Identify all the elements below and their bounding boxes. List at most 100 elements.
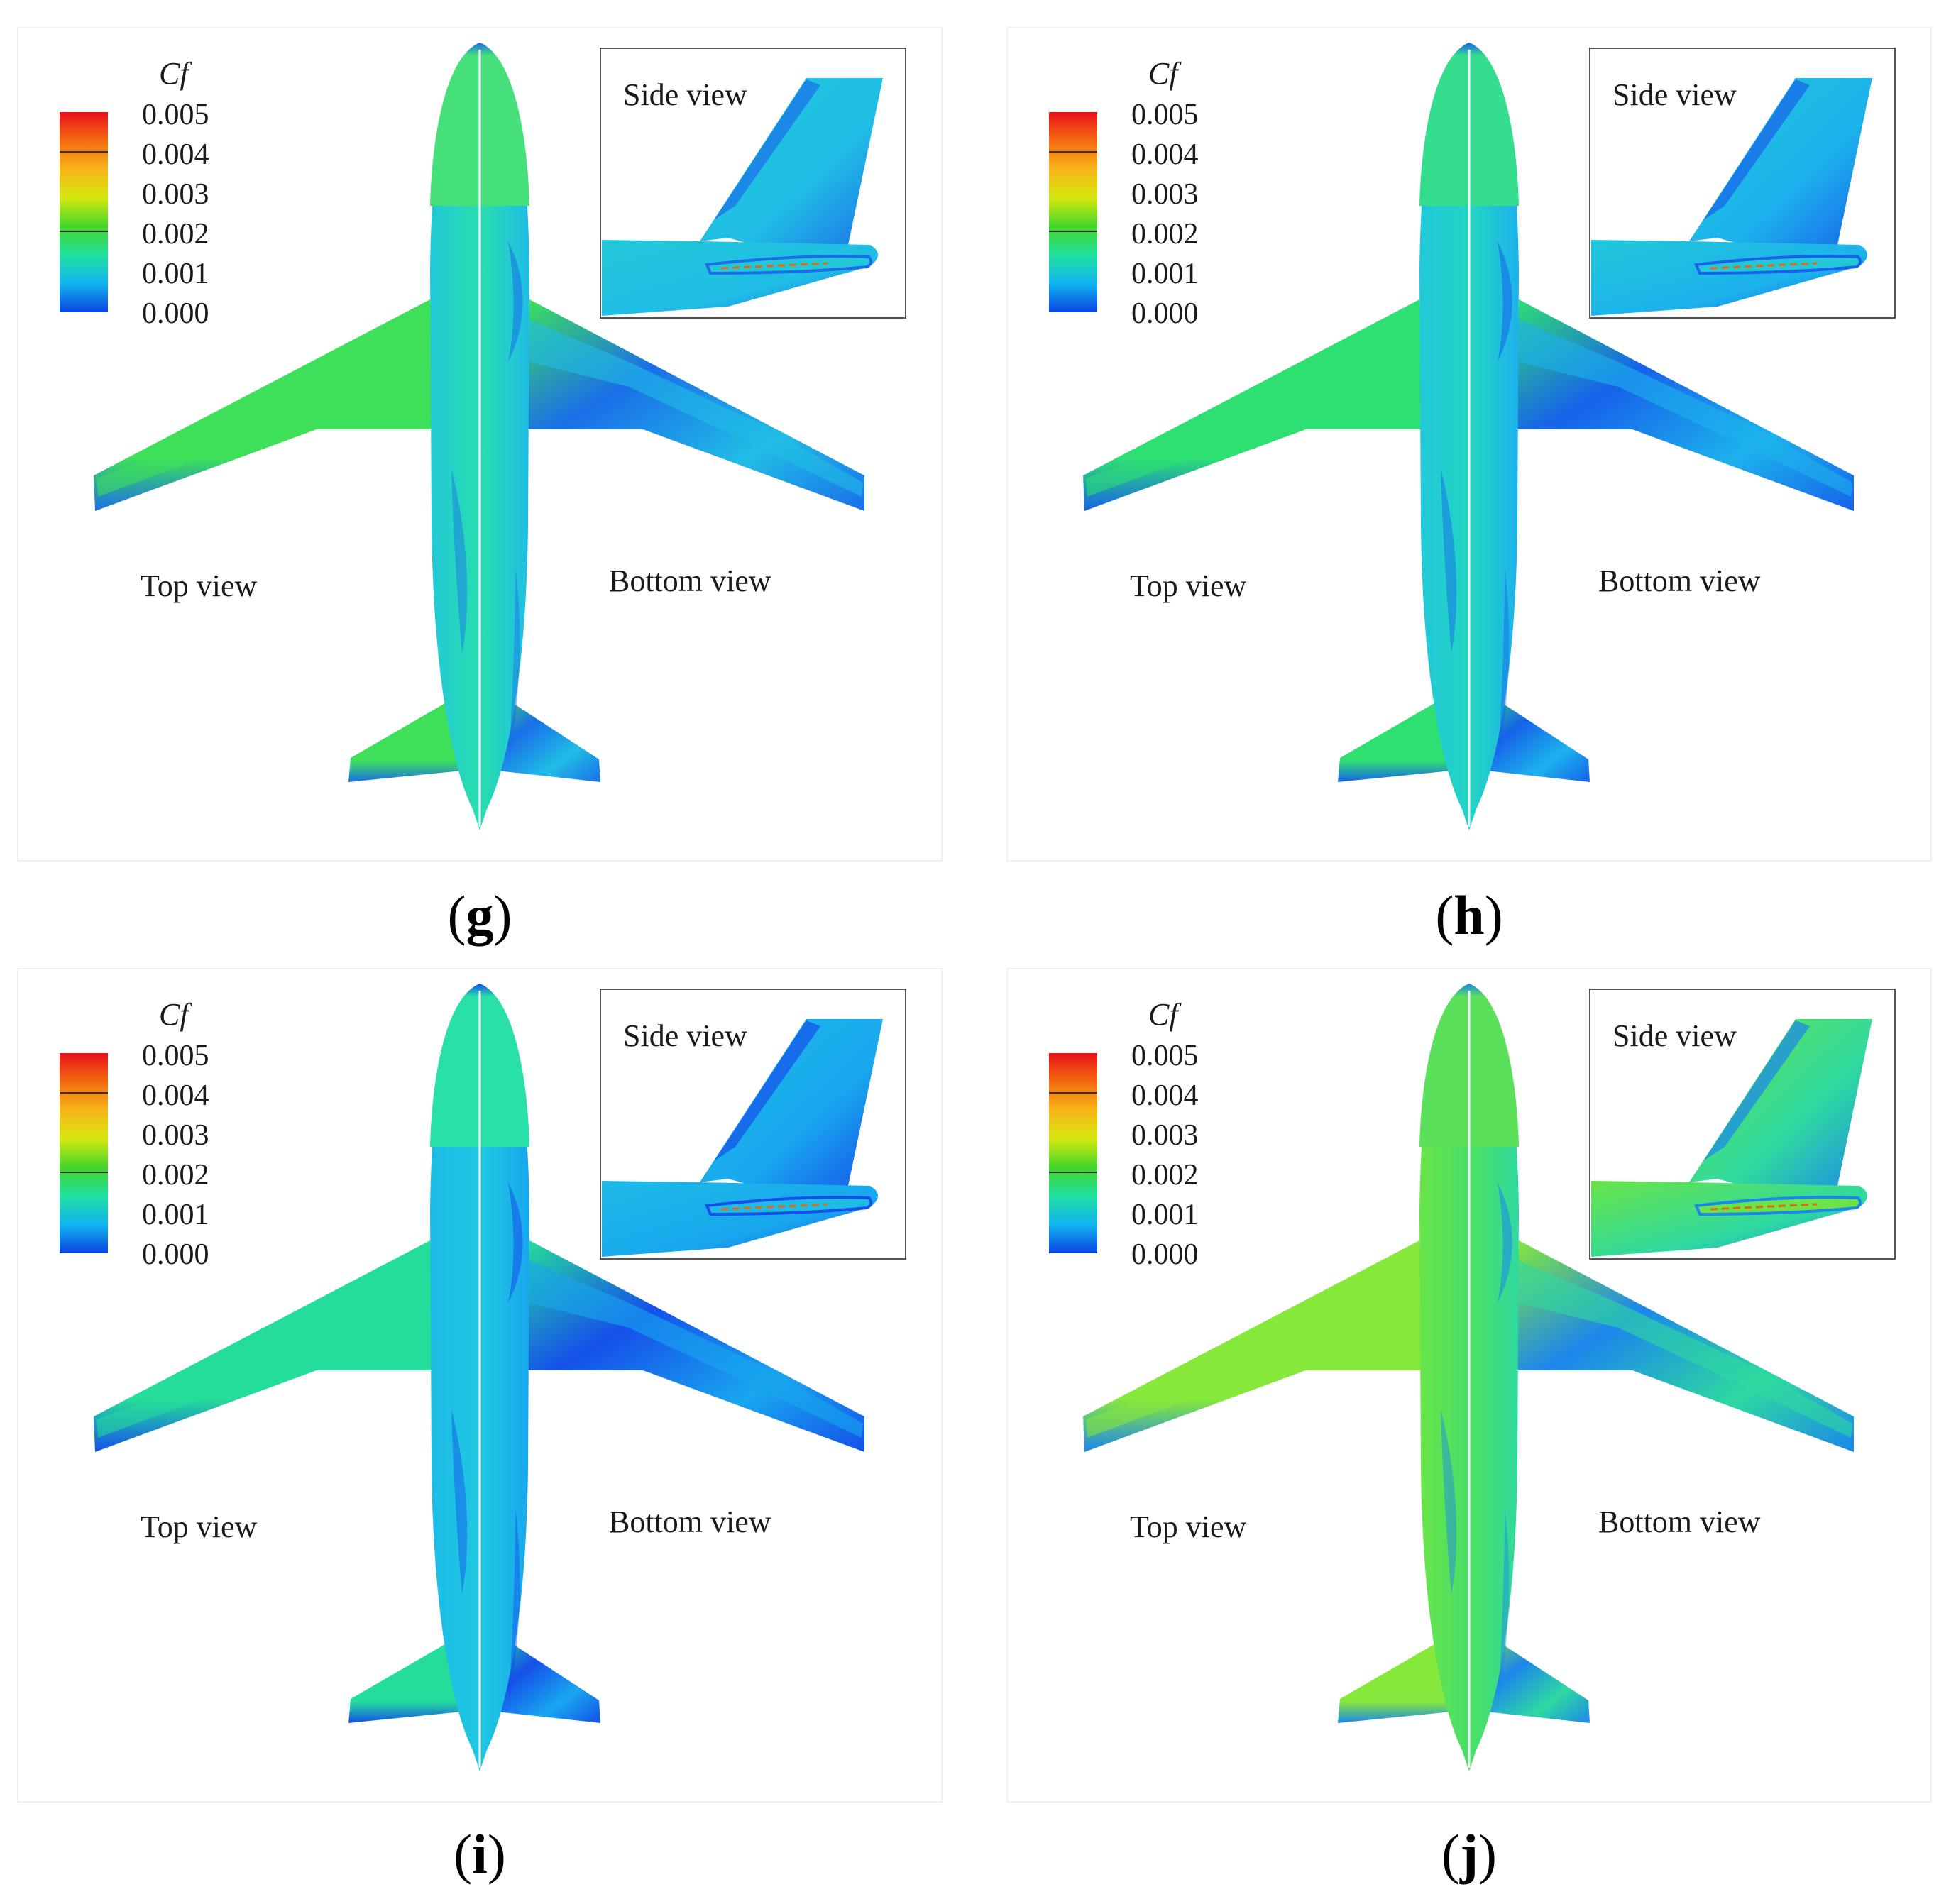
- panel-g-plot: Cf 0.005 0.004 0.003 0.002 0.001 0.000 Side vie…: [60, 43, 906, 830]
- colorbar-tick-label: 0.004: [142, 138, 209, 171]
- left-tail: [1338, 695, 1458, 782]
- colorbar-title: Cf: [159, 56, 192, 91]
- horizontal-stabilizer: [705, 1196, 872, 1216]
- fuselage-streak: [508, 1182, 523, 1303]
- panel-j: Cf 0.005 0.004 0.003 0.002 0.001 0.000 Side vie…: [1006, 968, 1932, 1803]
- panel-label-i: (i): [454, 1823, 506, 1885]
- side-view-inset: Side view: [600, 48, 906, 319]
- top-view-label: Top view: [1130, 1509, 1247, 1544]
- colorbar-tick-label: 0.005: [142, 1040, 209, 1072]
- fuselage-streak: [1441, 468, 1457, 653]
- panel-label-h: (h): [1435, 884, 1503, 946]
- stabilizer-edge-highlight: [720, 262, 828, 270]
- panel-i: Cf 0.005 0.004 0.003 0.002 0.001 0.000 Side vie…: [17, 968, 943, 1803]
- colorbar-gradient: [60, 1053, 108, 1253]
- right-wing-band: [529, 1260, 863, 1438]
- right-tail: [1480, 695, 1590, 782]
- fuselage-streak: [508, 1509, 520, 1707]
- left-tail: [1338, 1636, 1458, 1723]
- colorbar-tick-label: 0.004: [1131, 1079, 1199, 1112]
- fuselage-streak: [508, 568, 520, 766]
- fuselage-streak: [508, 241, 523, 362]
- vertical-fin: [1689, 1019, 1872, 1191]
- colorbar-tick-label: 0.001: [142, 258, 209, 290]
- left-wing-highlight: [97, 1303, 416, 1438]
- colorbar-tick-label: 0.001: [1131, 258, 1199, 290]
- side-view-label: Side view: [623, 1018, 747, 1053]
- fuselage-streak: [1498, 1182, 1512, 1303]
- colorbar-gradient: [1049, 1053, 1097, 1253]
- colorbar-title: Cf: [1148, 56, 1182, 91]
- fin-leading-edge: [1703, 79, 1810, 220]
- colorbar-tick-label: 0.001: [1131, 1199, 1199, 1231]
- colorbar-gradient: [60, 112, 108, 312]
- side-view-inset: Side view: [600, 989, 906, 1260]
- bottom-view-label: Bottom view: [1598, 563, 1761, 598]
- left-wing: [94, 299, 437, 511]
- panel-label-g: (g): [447, 884, 512, 946]
- fin-leading-edge: [714, 1020, 820, 1161]
- horizontal-stabilizer: [705, 255, 872, 275]
- vertical-fin: [700, 1019, 883, 1191]
- colorbar: Cf 0.005 0.004 0.003 0.002 0.001 0.000: [1049, 56, 1199, 330]
- colorbar-tick-label: 0.003: [142, 1119, 209, 1152]
- right-tail: [1480, 1636, 1590, 1723]
- colorbar-tick-label: 0.000: [1131, 297, 1199, 330]
- left-tail: [348, 1636, 469, 1723]
- right-tail: [490, 1636, 600, 1723]
- side-view-label: Side view: [1612, 77, 1737, 112]
- horizontal-stabilizer: [1694, 255, 1862, 275]
- bottom-view-label: Bottom view: [1598, 1504, 1761, 1539]
- colorbar: Cf 0.005 0.004 0.003 0.002 0.001 0.000: [1049, 997, 1199, 1271]
- side-view-label: Side view: [623, 77, 747, 112]
- colorbar-title: Cf: [1148, 997, 1182, 1032]
- colorbar-tick-label: 0.000: [1131, 1238, 1199, 1271]
- colorbar-tick-label: 0.003: [142, 178, 209, 211]
- colorbar-gradient: [1049, 112, 1097, 312]
- left-wing-highlight: [1086, 362, 1405, 497]
- vertical-fin: [700, 78, 883, 250]
- colorbar: Cf 0.005 0.004 0.003 0.002 0.001 0.000: [60, 997, 209, 1271]
- side-view-label: Side view: [1612, 1018, 1737, 1053]
- panel-h: Cf 0.005 0.004 0.003 0.002 0.001 0.000 Side vie…: [1006, 27, 1932, 862]
- horizontal-stabilizer: [1694, 1196, 1862, 1216]
- colorbar-tick-label: 0.002: [142, 1159, 209, 1192]
- colorbar-title: Cf: [159, 997, 192, 1032]
- top-view-label: Top view: [141, 1509, 258, 1544]
- colorbar-tick-label: 0.003: [1131, 178, 1199, 211]
- fuselage-streak: [1498, 1509, 1510, 1707]
- fuselage-streak: [1441, 1409, 1457, 1594]
- colorbar-tick-label: 0.004: [142, 1079, 209, 1112]
- vertical-fin: [1689, 78, 1872, 250]
- top-view-label: Top view: [141, 568, 258, 603]
- panel-h-plot: Cf 0.005 0.004 0.003 0.002 0.001 0.000 Side vie…: [1049, 43, 1896, 830]
- right-wing-band: [1519, 1260, 1852, 1438]
- fuselage-streak: [451, 468, 468, 653]
- colorbar-tick-label: 0.002: [1131, 1159, 1199, 1192]
- left-wing-highlight: [97, 362, 416, 497]
- left-wing: [1083, 299, 1427, 511]
- top-view-label: Top view: [1130, 568, 1247, 603]
- fin-leading-edge: [1703, 1020, 1810, 1161]
- right-wing-band: [1519, 319, 1852, 497]
- side-view-inset: Side view: [1589, 989, 1896, 1260]
- bottom-view-label: Bottom view: [609, 563, 771, 598]
- right-wing-band: [529, 319, 863, 497]
- colorbar-tick-label: 0.000: [142, 1238, 209, 1271]
- stabilizer-edge-highlight: [720, 1203, 828, 1211]
- panel-label-j: (j): [1441, 1823, 1497, 1885]
- right-tail: [490, 695, 600, 782]
- fuselage-streak: [451, 1409, 468, 1594]
- fuselage-streak: [1498, 241, 1512, 362]
- panel-j-plot: Cf 0.005 0.004 0.003 0.002 0.001 0.000 Side vie…: [1049, 984, 1896, 1771]
- aircraft-planform: [1083, 43, 1854, 830]
- panel-i-plot: Cf 0.005 0.004 0.003 0.002 0.001 0.000 Side vie…: [60, 984, 906, 1771]
- colorbar-tick-label: 0.000: [142, 297, 209, 330]
- colorbar-tick-label: 0.005: [142, 99, 209, 131]
- colorbar-tick-label: 0.005: [1131, 1040, 1199, 1072]
- colorbar-tick-label: 0.003: [1131, 1119, 1199, 1152]
- colorbar-tick-label: 0.005: [1131, 99, 1199, 131]
- aircraft-planform: [94, 43, 864, 830]
- colorbar-tick-label: 0.002: [1131, 218, 1199, 251]
- left-tail: [348, 695, 469, 782]
